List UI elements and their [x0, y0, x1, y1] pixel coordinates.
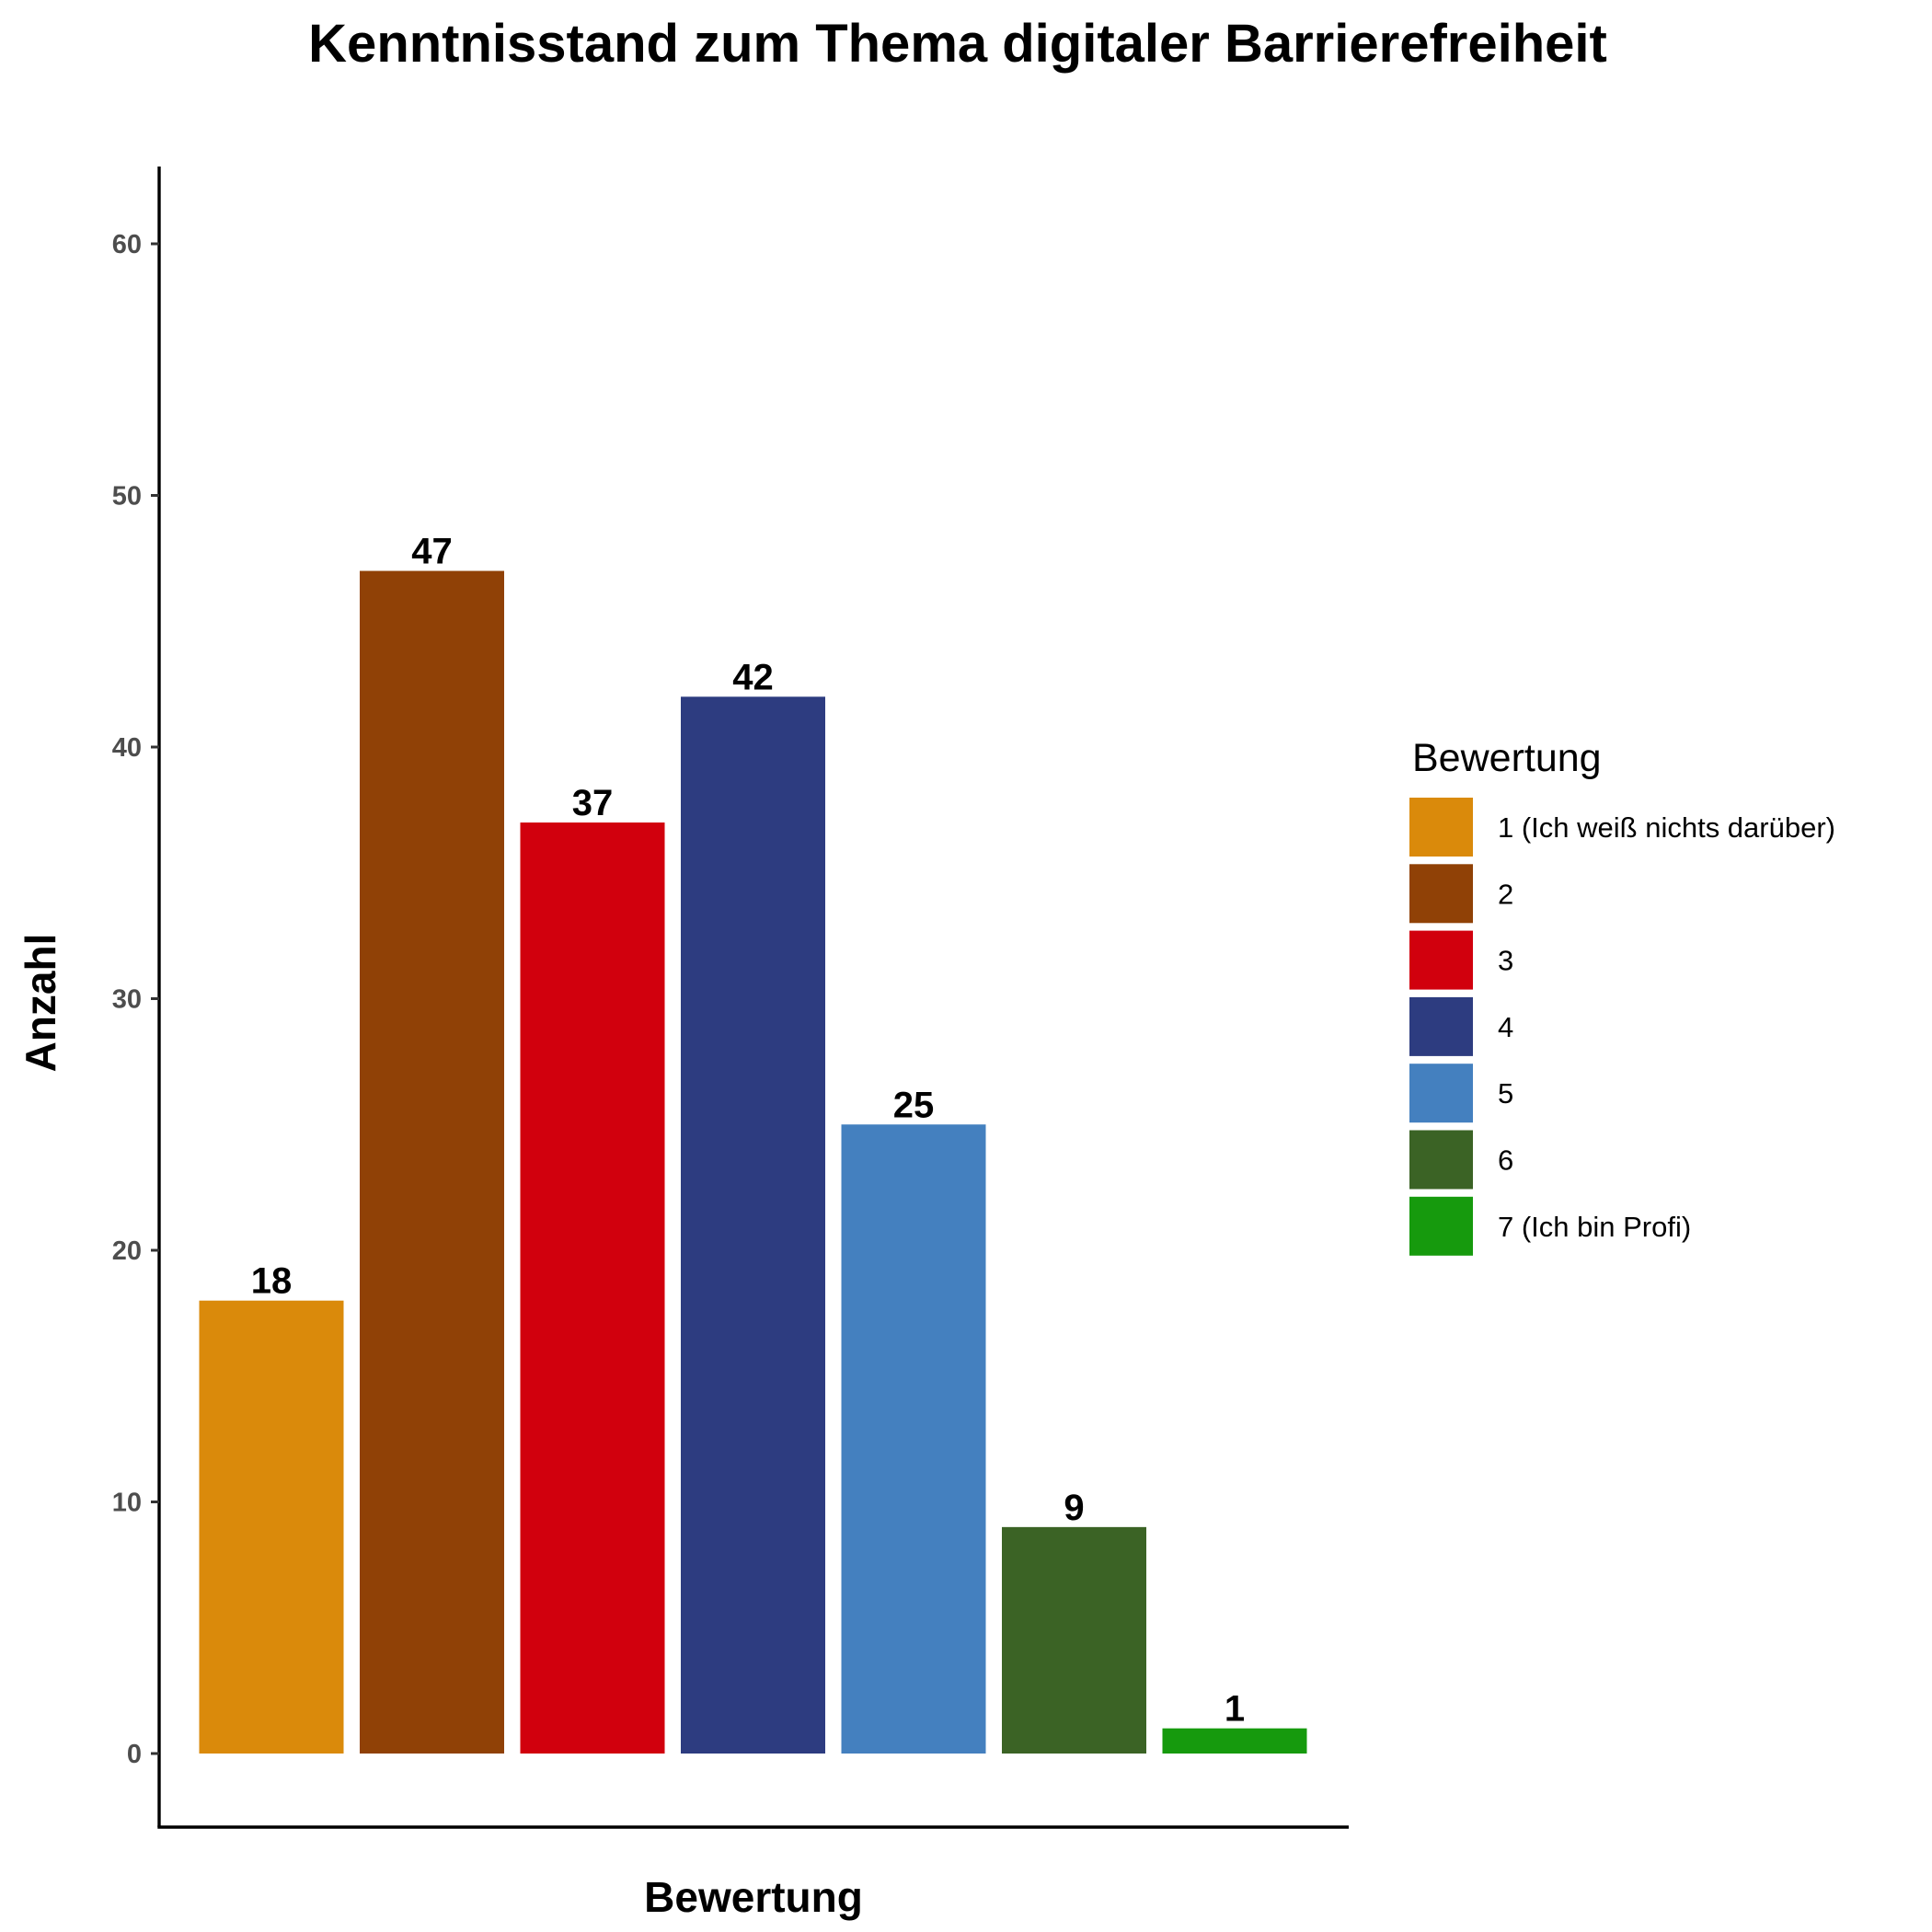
data-label: 47 — [411, 532, 453, 572]
bar — [360, 570, 504, 1754]
legend-key — [1409, 1196, 1473, 1256]
plot-area: 18 47 37 42 25 9 1 0 10 20 30 40 50 60 — [112, 167, 1349, 1829]
chart-title: Kenntnisstand zum Thema digitaler Barrie… — [308, 14, 1607, 74]
y-tick-label: 60 — [112, 230, 142, 259]
y-tick-label: 50 — [112, 482, 142, 512]
legend-label: 4 — [1498, 1011, 1513, 1043]
legend-label: 5 — [1498, 1077, 1513, 1110]
legend-title: Bewertung — [1412, 736, 1602, 780]
legend-key — [1409, 996, 1473, 1056]
bar — [1162, 1728, 1307, 1754]
x-axis-title: Bewertung — [644, 1873, 863, 1921]
bars — [199, 570, 1307, 1754]
y-axis-ticks: 0 10 20 30 40 50 60 — [112, 230, 159, 1769]
data-label: 25 — [893, 1085, 935, 1125]
bar — [1002, 1526, 1146, 1754]
data-label: 9 — [1064, 1488, 1084, 1528]
legend-key — [1409, 798, 1473, 857]
data-label: 18 — [251, 1261, 293, 1302]
legend-label: 1 (Ich weiß nichts darüber) — [1498, 811, 1835, 844]
data-labels: 18 47 37 42 25 9 1 — [251, 532, 1245, 1730]
y-tick-label: 20 — [112, 1236, 142, 1266]
data-label: 37 — [572, 783, 614, 823]
legend-key — [1409, 1130, 1473, 1190]
legend-label: 7 (Ich bin Profi) — [1498, 1211, 1691, 1243]
bar — [520, 822, 665, 1754]
legend-items: 1 (Ich weiß nichts darüber) 2 3 4 5 6 7 (Ich b… — [1409, 798, 1835, 1256]
y-tick-label: 0 — [127, 1740, 142, 1769]
data-label: 42 — [732, 657, 774, 697]
data-label: 1 — [1225, 1689, 1245, 1730]
legend-label: 3 — [1498, 945, 1513, 977]
y-tick-label: 10 — [112, 1489, 142, 1518]
legend-key — [1409, 930, 1473, 990]
legend: Bewertung 1 (Ich weiß nichts darüber) 2 3 4… — [1409, 736, 1835, 1256]
y-axis-title: Anzahl — [17, 934, 64, 1073]
legend-label: 2 — [1498, 878, 1513, 910]
y-tick-label: 40 — [112, 733, 142, 763]
bar — [199, 1300, 344, 1754]
legend-key — [1409, 1064, 1473, 1123]
bar — [841, 1124, 986, 1754]
legend-label: 6 — [1498, 1144, 1513, 1177]
y-tick-label: 30 — [112, 985, 142, 1015]
legend-key — [1409, 864, 1473, 924]
bar — [681, 696, 825, 1754]
